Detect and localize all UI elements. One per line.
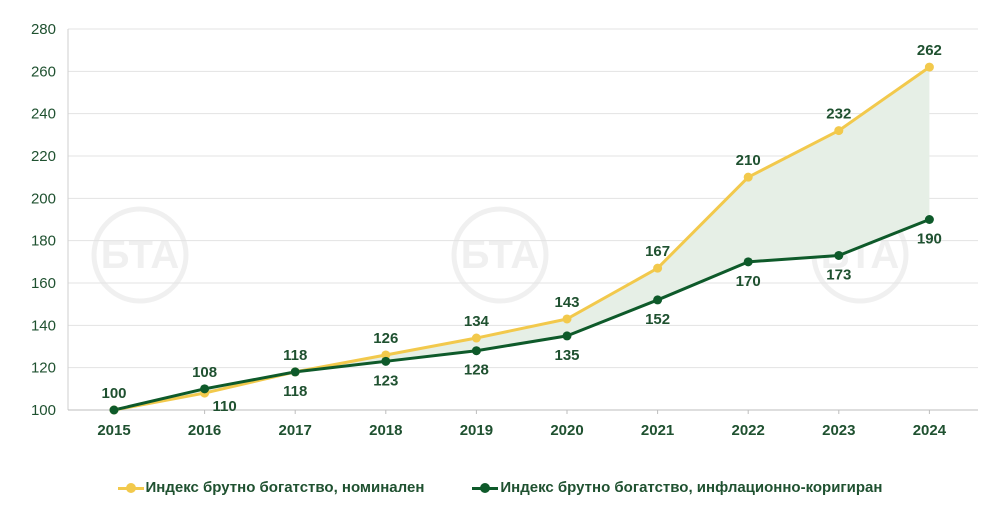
data-label-real: 170 bbox=[736, 273, 761, 290]
data-label-nominal: 210 bbox=[736, 152, 761, 169]
x-tick-label: 2018 bbox=[369, 422, 402, 439]
line-chart: БТА БТА БТА 100120140160180200220240260280… bbox=[31, 21, 978, 439]
y-tick-label: 120 bbox=[31, 360, 56, 377]
data-point-nominal bbox=[562, 314, 572, 324]
y-tick-label: 200 bbox=[31, 190, 56, 207]
data-point-real bbox=[743, 257, 753, 267]
watermark-logo: БТА bbox=[451, 206, 549, 304]
data-label-real: 108 bbox=[192, 364, 217, 381]
x-axis-tick-labels: 2015 2016 2017 2018 2019 2020 2021 2022 2023 2024 bbox=[97, 422, 946, 439]
legend-dot-nominal bbox=[125, 482, 136, 493]
data-point-nominal bbox=[471, 333, 481, 343]
data-point-real bbox=[653, 295, 663, 305]
series-line-nominal bbox=[113, 65, 931, 412]
y-tick-label: 240 bbox=[31, 106, 56, 123]
legend-swatch-real bbox=[472, 482, 499, 494]
difference-area bbox=[114, 67, 930, 410]
series-line-real bbox=[113, 218, 930, 412]
y-tick-label: 220 bbox=[31, 148, 56, 165]
watermark-ring bbox=[91, 206, 189, 304]
x-tick-label: 2023 bbox=[822, 422, 855, 439]
y-tick-label: 180 bbox=[31, 233, 56, 250]
legend-item-nominal[interactable]: Индекс брутно богатство, номинален bbox=[117, 479, 425, 496]
y-tick-label: 160 bbox=[31, 275, 56, 292]
data-point-real bbox=[924, 215, 934, 224]
x-tick-label: 2017 bbox=[279, 422, 312, 439]
series-lines bbox=[113, 65, 931, 412]
data-points bbox=[109, 62, 934, 415]
data-label-real: 128 bbox=[464, 362, 489, 379]
x-tick-label: 2015 bbox=[97, 422, 130, 439]
y-tick-label: 260 bbox=[31, 63, 56, 80]
y-tick-label: 280 bbox=[31, 21, 56, 38]
data-label-real: 173 bbox=[826, 266, 851, 283]
data-label-real: 135 bbox=[554, 347, 579, 364]
x-tick-label: 2024 bbox=[913, 422, 947, 439]
data-point-nominal bbox=[381, 350, 391, 360]
x-tick-label: 2022 bbox=[732, 422, 765, 439]
watermark-logo: БТА bbox=[91, 206, 189, 304]
watermark-text: БТА bbox=[101, 233, 180, 277]
data-label-nominal: 100 bbox=[101, 385, 126, 402]
data-point-real bbox=[834, 250, 844, 260]
data-label-nominal: 134 bbox=[464, 313, 490, 330]
legend-swatch-nominal bbox=[117, 482, 144, 494]
data-label-real: 152 bbox=[645, 311, 670, 328]
data-point-real bbox=[290, 367, 300, 377]
shaded-gap-area bbox=[114, 67, 930, 410]
legend-label-nominal: Индекс брутно богатство, номинален bbox=[145, 479, 425, 496]
data-label-nominal: 118 bbox=[283, 347, 307, 364]
legend-label-real: Индекс брутно богатство, инфлационно-кор… bbox=[500, 479, 883, 496]
legend-item-real[interactable]: Индекс брутно богатство, инфлационно-кор… bbox=[472, 479, 882, 496]
legend: Индекс брутно богатство, номинален Индек… bbox=[0, 479, 1000, 496]
x-tick-label: 2020 bbox=[550, 422, 583, 439]
data-point-nominal bbox=[834, 126, 844, 136]
data-point-real bbox=[200, 384, 210, 394]
y-axis-tick-labels: 100 120 140 160 180 200 220 240 260 280 bbox=[31, 21, 56, 419]
data-label-nominal: 110 bbox=[212, 398, 236, 415]
watermark-ring bbox=[451, 206, 549, 304]
y-tick-label: 140 bbox=[31, 317, 56, 334]
data-label-nominal: 167 bbox=[645, 243, 670, 260]
data-point-real bbox=[381, 356, 391, 366]
data-point-nominal bbox=[653, 263, 663, 273]
data-point-real bbox=[562, 331, 572, 341]
y-tick-label: 100 bbox=[31, 402, 56, 419]
data-label-real: 118 bbox=[283, 383, 307, 400]
x-tick-label: 2016 bbox=[188, 422, 221, 439]
data-point-nominal bbox=[924, 62, 934, 72]
data-point-nominal bbox=[743, 172, 753, 182]
data-point-real bbox=[471, 346, 481, 356]
data-label-nominal: 126 bbox=[373, 330, 398, 347]
x-tick-label: 2019 bbox=[460, 422, 493, 439]
gridlines bbox=[67, 28, 978, 414]
data-label-nominal: 143 bbox=[554, 294, 579, 311]
watermark-text: БТА bbox=[461, 233, 540, 277]
legend-dot-real bbox=[480, 482, 491, 493]
x-tick-label: 2021 bbox=[641, 422, 674, 439]
data-point-real bbox=[109, 405, 119, 415]
data-labels: 100 110 118 126 134 143 167 210 232 262 108 118 123 1… bbox=[101, 42, 941, 415]
data-label-nominal: 232 bbox=[826, 106, 851, 123]
data-label-real: 190 bbox=[917, 231, 942, 248]
data-label-nominal: 262 bbox=[917, 42, 942, 59]
data-label-real: 123 bbox=[373, 372, 398, 389]
